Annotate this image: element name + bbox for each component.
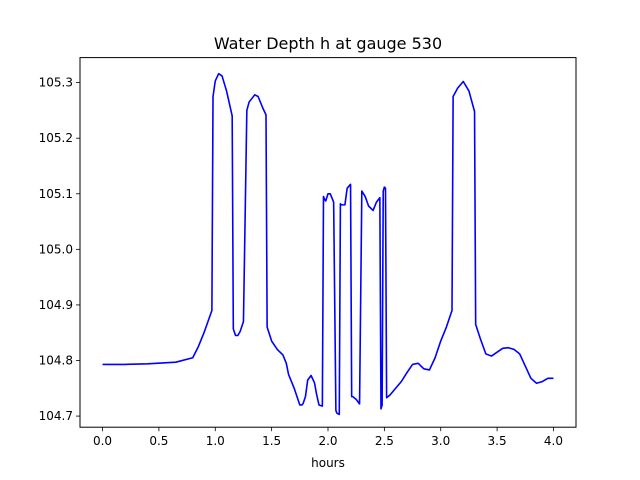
plot-frame xyxy=(79,57,577,428)
y-tick-label: 105.1 xyxy=(39,187,73,201)
x-tick-label: 3.5 xyxy=(488,434,507,448)
plot-content xyxy=(102,72,554,416)
y-axis: 104.7 104.8 104.9 105.0 105.1 105.2 105.3 xyxy=(39,76,80,423)
x-tick-label: 2.5 xyxy=(375,434,394,448)
x-tick-label: 0.0 xyxy=(93,434,112,448)
x-tick-label: 4.0 xyxy=(544,434,563,448)
x-tick-label: 3.0 xyxy=(431,434,450,448)
y-tick-label: 105.3 xyxy=(39,76,73,90)
y-tick-label: 105.2 xyxy=(39,131,73,145)
chart-title: Water Depth h at gauge 530 xyxy=(214,34,442,53)
x-axis-label: hours xyxy=(311,456,345,470)
x-tick-label: 1.5 xyxy=(262,434,281,448)
y-tick-label: 105.0 xyxy=(39,242,73,256)
series-line-0 xyxy=(102,72,554,416)
x-tick-label: 0.5 xyxy=(149,434,168,448)
x-tick-label: 2.0 xyxy=(318,434,337,448)
y-tick-label: 104.7 xyxy=(39,409,73,423)
y-tick-label: 104.8 xyxy=(39,354,73,368)
x-tick-label: 1.0 xyxy=(206,434,225,448)
y-tick-label: 104.9 xyxy=(39,298,73,312)
x-axis: 0.0 0.5 1.0 1.5 2.0 2.5 3.0 3.5 4.0 xyxy=(93,427,563,448)
